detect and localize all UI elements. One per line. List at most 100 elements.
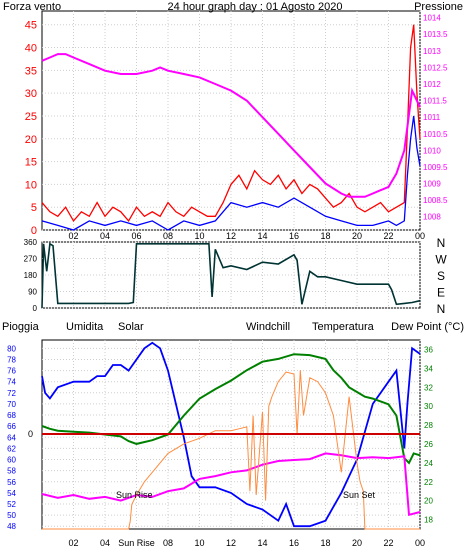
chart-title: 24 hour graph day : 01 Agosto 2020: [168, 1, 343, 13]
humidity-tick-label: 62: [7, 444, 16, 453]
temperature-tick-label: 32: [424, 383, 433, 392]
direction-tick-label: 180: [24, 271, 38, 280]
legend-rain: Pioggia: [2, 321, 40, 333]
humidity-axis-ticks: 48 50 52 54 56 58 60 62 64 66 68 70 72 74 76 78 80: [7, 344, 16, 531]
series-direction: [41, 242, 421, 309]
series-forza-vento: [41, 24, 421, 223]
direction-tick-label: 270: [24, 255, 38, 264]
wind-tick-label: 40: [25, 43, 37, 55]
humidity-tick-label: 64: [7, 433, 16, 442]
temperature-tick-label: 36: [424, 345, 433, 354]
sunrise-annotation: Sun Rise: [116, 490, 153, 500]
wind-tick-label: 35: [25, 65, 37, 77]
temperature-tick-label: 22: [424, 478, 433, 487]
pressure-tick-label: 1010.5: [423, 130, 448, 139]
pressure-tick-label: 1011.5: [423, 97, 447, 106]
direction-tick-label: 0: [33, 304, 38, 313]
temperature-tick-label: 28: [424, 421, 433, 430]
pressure-tick-label: 1012: [423, 80, 441, 89]
legend-windchill: Windchill: [246, 321, 290, 333]
legend-dewpoint: Dew Point (°C): [391, 321, 464, 333]
pressure-tick-label: 1011: [423, 113, 441, 122]
pressure-tick-label: 1010: [423, 146, 441, 155]
humidity-tick-label: 72: [7, 389, 16, 398]
x-tick-label: 18: [320, 538, 330, 548]
compass-label: W: [435, 253, 447, 267]
wind-tick-label: 10: [25, 179, 37, 191]
panel-direction-grid: [42, 241, 421, 309]
humidity-tick-label: 52: [7, 500, 16, 509]
temperature-tick-label: 18: [424, 516, 433, 525]
humidity-tick-label: 78: [7, 355, 16, 364]
pressure-tick-label: 1009.5: [423, 163, 448, 172]
temperature-tick-label: 24: [424, 459, 433, 468]
x-tick-label: 14: [257, 231, 267, 241]
x-tick-label: 00: [415, 538, 425, 548]
temp-series: [41, 341, 421, 530]
temperature-tick-label: 30: [424, 402, 433, 411]
legend-solar: Solar: [118, 321, 144, 333]
humidity-tick-label: 76: [7, 367, 16, 376]
compass-label: E: [437, 286, 445, 300]
wind-tick-label: 15: [25, 157, 37, 169]
x-tick-label: 22: [383, 538, 393, 548]
x-tick-label: 18: [320, 231, 330, 241]
humidity-tick-label: 68: [7, 411, 16, 420]
humidity-tick-label: 54: [7, 489, 16, 498]
x-tick-label: 04: [100, 538, 110, 548]
rain-axis-zero: 0: [28, 429, 33, 439]
pressure-axis-title: Pressione: [414, 1, 463, 13]
series-solar: [42, 370, 420, 530]
wind-tick-label: 5: [31, 202, 37, 214]
humidity-tick-label: 74: [7, 378, 16, 387]
x-tick-label: 20: [352, 231, 362, 241]
x-tick-label: 00: [415, 231, 425, 241]
series-dew-point: [41, 452, 421, 517]
x-tick-label: 10: [194, 538, 204, 548]
temperature-tick-label: 20: [424, 497, 433, 506]
temperature-axis-ticks: 18 20 22 24 26 28 30 32 34 36: [424, 345, 433, 524]
wind-tick-label: 45: [25, 20, 37, 32]
wind-axis-ticks: 0 5 10 15 20 25 30 35 40 45: [25, 20, 37, 237]
wind-tick-label: 25: [25, 111, 37, 123]
x-tick-label: 22: [383, 231, 393, 241]
pressure-tick-label: 1012.5: [423, 63, 448, 72]
pressure-tick-label: 1013.5: [423, 30, 448, 39]
x-tick-label: 02: [68, 538, 78, 548]
x-tick-label: 16: [289, 231, 299, 241]
humidity-tick-label: 80: [7, 344, 16, 353]
x-tick-label: Sun Rise: [118, 538, 155, 548]
sunset-annotation: Sun Set: [343, 490, 376, 500]
series-raffica: [41, 115, 421, 231]
pressure-tick-label: 1009: [423, 180, 441, 189]
wind-pressure-series: [41, 24, 421, 231]
compass-label: S: [437, 269, 445, 283]
wind-tick-label: 0: [31, 225, 37, 237]
compass-label: N: [437, 236, 446, 250]
legend-humidity: Umidita: [66, 321, 104, 333]
wind-axis-title: Forza vento: [3, 1, 61, 13]
x-tick-label: 14: [257, 538, 267, 548]
humidity-tick-label: 70: [7, 400, 16, 409]
x-tick-label: 04: [100, 231, 110, 241]
humidity-tick-label: 66: [7, 422, 16, 431]
wind-tick-label: 20: [25, 134, 37, 146]
direction-series: [41, 242, 421, 309]
x-tick-label: 20: [352, 538, 362, 548]
series-umidita: [41, 341, 421, 528]
temp-time-axis: 02 04 Sun Rise 08 10 12 14 16 18 20 22 00: [68, 538, 425, 548]
wind-tick-label: 30: [25, 88, 37, 100]
direction-axis-ticks: 0 90 180 270 360: [24, 238, 38, 313]
temperature-tick-label: 34: [424, 364, 433, 373]
x-tick-label: 10: [194, 231, 204, 241]
direction-tick-label: 90: [28, 288, 37, 297]
x-tick-label: 12: [226, 538, 236, 548]
x-tick-label: 06: [131, 231, 141, 241]
humidity-tick-label: 58: [7, 467, 16, 476]
humidity-tick-label: 60: [7, 456, 16, 465]
direction-tick-label: 360: [24, 238, 38, 247]
series-temperatura: [41, 353, 421, 465]
